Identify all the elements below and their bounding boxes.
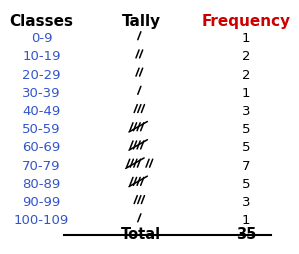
Text: 70-79: 70-79 — [22, 159, 61, 172]
Text: Total: Total — [121, 226, 161, 241]
Text: 50-59: 50-59 — [22, 123, 61, 136]
Text: 7: 7 — [242, 159, 251, 172]
Text: 10-19: 10-19 — [22, 50, 61, 63]
Text: 0-9: 0-9 — [31, 32, 52, 45]
Text: 60-69: 60-69 — [22, 141, 61, 154]
Text: 5: 5 — [242, 141, 251, 154]
Text: 35: 35 — [236, 226, 257, 241]
Text: 90-99: 90-99 — [22, 195, 61, 208]
Text: 80-89: 80-89 — [22, 177, 61, 190]
Text: Tally: Tally — [122, 14, 161, 29]
Text: 5: 5 — [242, 123, 251, 136]
Text: 1: 1 — [242, 32, 251, 45]
Text: 5: 5 — [242, 177, 251, 190]
Text: 3: 3 — [242, 195, 251, 208]
Text: 2: 2 — [242, 68, 251, 81]
Text: 30-39: 30-39 — [22, 87, 61, 100]
Text: 1: 1 — [242, 213, 251, 226]
Text: 100-109: 100-109 — [14, 213, 69, 226]
Text: Frequency: Frequency — [202, 14, 291, 29]
Text: Classes: Classes — [10, 14, 74, 29]
Text: 3: 3 — [242, 105, 251, 118]
Text: 2: 2 — [242, 50, 251, 63]
Text: 20-29: 20-29 — [22, 68, 61, 81]
Text: 1: 1 — [242, 87, 251, 100]
Text: 40-49: 40-49 — [22, 105, 61, 118]
